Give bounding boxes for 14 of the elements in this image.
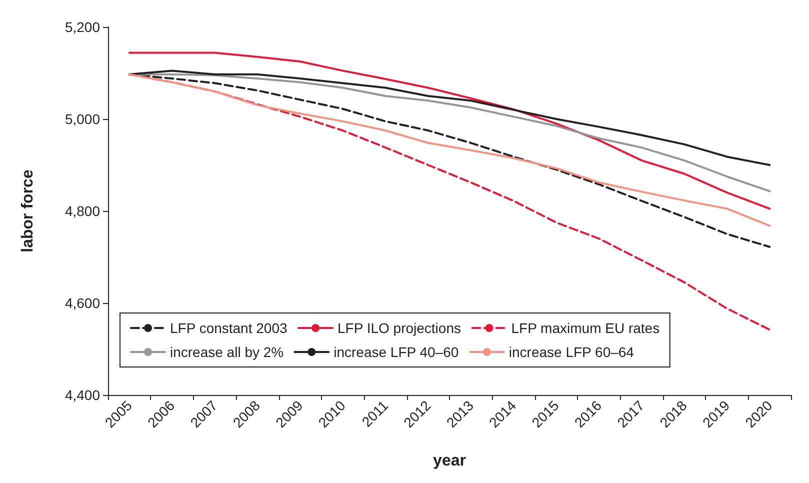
y-tick-label: 5,000 [64, 111, 100, 127]
y-tick-label: 4,600 [64, 295, 100, 311]
y-tick-label: 4,400 [64, 387, 100, 403]
y-tick-label: 5,200 [64, 19, 100, 35]
legend-label: increase LFP 40–60 [334, 344, 459, 360]
y-tick-label: 4,800 [64, 203, 100, 219]
legend-label: LFP ILO projections [338, 320, 462, 336]
legend-label: increase LFP 60–64 [508, 344, 634, 360]
line-series [128, 52, 771, 210]
legend-label: LFP constant 2003 [170, 320, 288, 336]
legend-label: LFP maximum EU rates [511, 320, 660, 336]
legend-label: increase all by 2% [170, 344, 284, 360]
x-axis-title: year [433, 452, 466, 470]
y-axis-title: labor force [20, 170, 36, 252]
